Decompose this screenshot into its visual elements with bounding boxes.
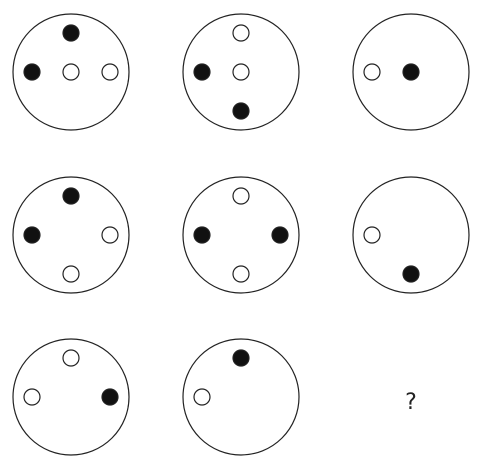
filled-dot-center (402, 63, 420, 81)
hollow-dot-left (193, 388, 211, 406)
hollow-dot-top (62, 349, 80, 367)
hollow-dot-bottom (62, 265, 80, 283)
cell-outer-circle (182, 338, 300, 456)
hollow-dot-bottom (232, 265, 250, 283)
filled-dot-left (193, 226, 211, 244)
filled-dot-right (101, 388, 119, 406)
hollow-dot-center (232, 63, 250, 81)
hollow-dot-top (232, 24, 250, 42)
puzzle-cell-r1c2 (182, 13, 300, 131)
hollow-dot-left (363, 226, 381, 244)
cell-outer-circle (352, 176, 470, 294)
filled-dot-right (271, 226, 289, 244)
filled-dot-left (193, 63, 211, 81)
puzzle-cell-r2c1 (12, 176, 130, 294)
puzzle-cell-r3c2 (182, 338, 300, 456)
puzzle-cell-r1c3 (352, 13, 470, 131)
puzzle-cell-r3c1 (12, 338, 130, 456)
cell-outer-circle (12, 176, 130, 294)
hollow-dot-right (101, 63, 119, 81)
hollow-dot-top (232, 187, 250, 205)
filled-dot-bottom (402, 265, 420, 283)
cell-outer-circle (12, 338, 130, 456)
filled-dot-bottom (232, 102, 250, 120)
hollow-dot-left (23, 388, 41, 406)
cell-outer-circle (182, 176, 300, 294)
hollow-dot-left (363, 63, 381, 81)
filled-dot-top (232, 349, 250, 367)
filled-dot-top (62, 24, 80, 42)
filled-dot-top (62, 187, 80, 205)
hollow-dot-center (62, 63, 80, 81)
puzzle-cell-r1c1 (12, 13, 130, 131)
hollow-dot-right (101, 226, 119, 244)
puzzle-cell-r2c3 (352, 176, 470, 294)
puzzle-cell-r2c2 (182, 176, 300, 294)
filled-dot-left (23, 226, 41, 244)
question-mark: ? (405, 390, 417, 415)
filled-dot-left (23, 63, 41, 81)
